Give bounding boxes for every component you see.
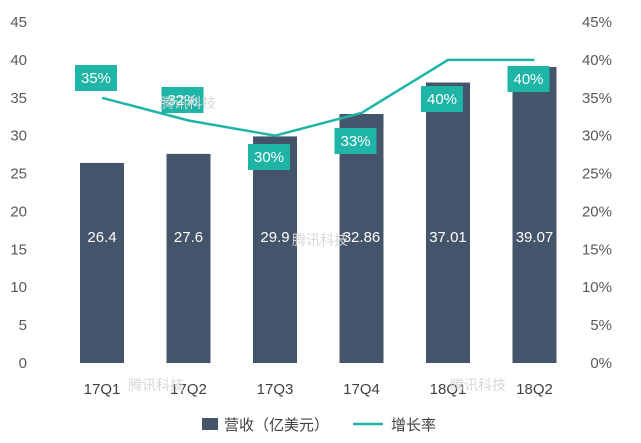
left-tick-label: 30 — [10, 128, 27, 145]
bar — [339, 113, 384, 363]
bar-value-label: 39.07 — [516, 229, 554, 246]
bar-value-label: 32.86 — [343, 229, 381, 246]
bar — [166, 153, 211, 363]
left-tick-label: 40 — [10, 52, 27, 69]
bar — [253, 136, 297, 363]
category-label: 18Q1 — [430, 381, 467, 398]
rate-label-box — [75, 65, 117, 91]
line-series: 35% 32% 30% 33% 40% 40% — [75, 58, 550, 170]
rate-label-box — [248, 144, 290, 170]
right-y-axis: 0% 5% 10% 15% 20% 25% 30% 35% 40% 45% — [582, 14, 612, 372]
rate-label-box — [507, 66, 550, 92]
rate-label-box — [421, 86, 463, 112]
left-tick-label: 25 — [10, 166, 27, 183]
category-label: 18Q2 — [516, 381, 553, 398]
legend-line-label: 增长率 — [391, 417, 436, 434]
left-tick-label: 5 — [19, 317, 27, 334]
watermark: 腾讯科技 — [128, 377, 184, 394]
rate-label: 33% — [340, 133, 370, 150]
left-y-axis: 0 5 10 15 20 25 30 35 40 45 — [10, 14, 27, 372]
left-tick-label: 20 — [10, 203, 27, 220]
bar-value-label: 37.01 — [429, 229, 467, 246]
bar-value-label: 29.9 — [260, 229, 289, 246]
rate-label-box — [334, 128, 377, 154]
left-tick-label: 45 — [10, 14, 27, 31]
right-tick-label: 15% — [582, 241, 612, 258]
rate-label: 32% — [167, 92, 197, 109]
left-tick-label: 10 — [10, 279, 27, 296]
category-label: 17Q3 — [257, 381, 294, 398]
rate-label: 40% — [513, 71, 543, 88]
watermark: 腾讯科技 — [292, 232, 348, 249]
right-tick-label: 10% — [582, 279, 612, 296]
rate-label-box — [161, 87, 204, 113]
bar — [426, 82, 470, 363]
left-tick-label: 35 — [10, 90, 27, 107]
rate-label: 30% — [254, 149, 284, 166]
legend-bar-swatch — [202, 418, 218, 430]
category-label: 17Q2 — [170, 381, 207, 398]
right-tick-label: 5% — [590, 317, 612, 334]
bar-series: 26.4 27.6 29.9 32.86 37.01 39.07 — [80, 66, 557, 364]
watermark: 腾讯科技 — [450, 377, 506, 394]
right-tick-label: 40% — [582, 52, 612, 69]
rate-label: 35% — [81, 70, 111, 87]
right-tick-label: 0% — [590, 355, 612, 372]
legend: 营收（亿美元） 增长率 — [202, 417, 436, 434]
bar — [512, 66, 557, 364]
growth-rate-line — [101, 58, 535, 137]
right-tick-label: 25% — [582, 166, 612, 183]
category-label: 17Q1 — [84, 381, 121, 398]
right-tick-label: 30% — [582, 128, 612, 145]
legend-bar-label: 营收（亿美元） — [224, 417, 329, 434]
category-label: 17Q4 — [343, 381, 380, 398]
rate-label: 40% — [427, 91, 457, 108]
left-tick-label: 0 — [19, 355, 27, 372]
bar — [80, 162, 124, 363]
right-tick-label: 45% — [582, 14, 612, 31]
right-tick-label: 35% — [582, 90, 612, 107]
x-axis: 17Q1 17Q2 17Q3 17Q4 18Q1 18Q2 — [84, 381, 553, 398]
left-tick-label: 15 — [10, 241, 27, 258]
right-tick-label: 20% — [582, 203, 612, 220]
bar-value-label: 26.4 — [87, 229, 116, 246]
bar-value-label: 27.6 — [174, 229, 203, 246]
watermark: 腾讯科技 — [160, 95, 216, 112]
